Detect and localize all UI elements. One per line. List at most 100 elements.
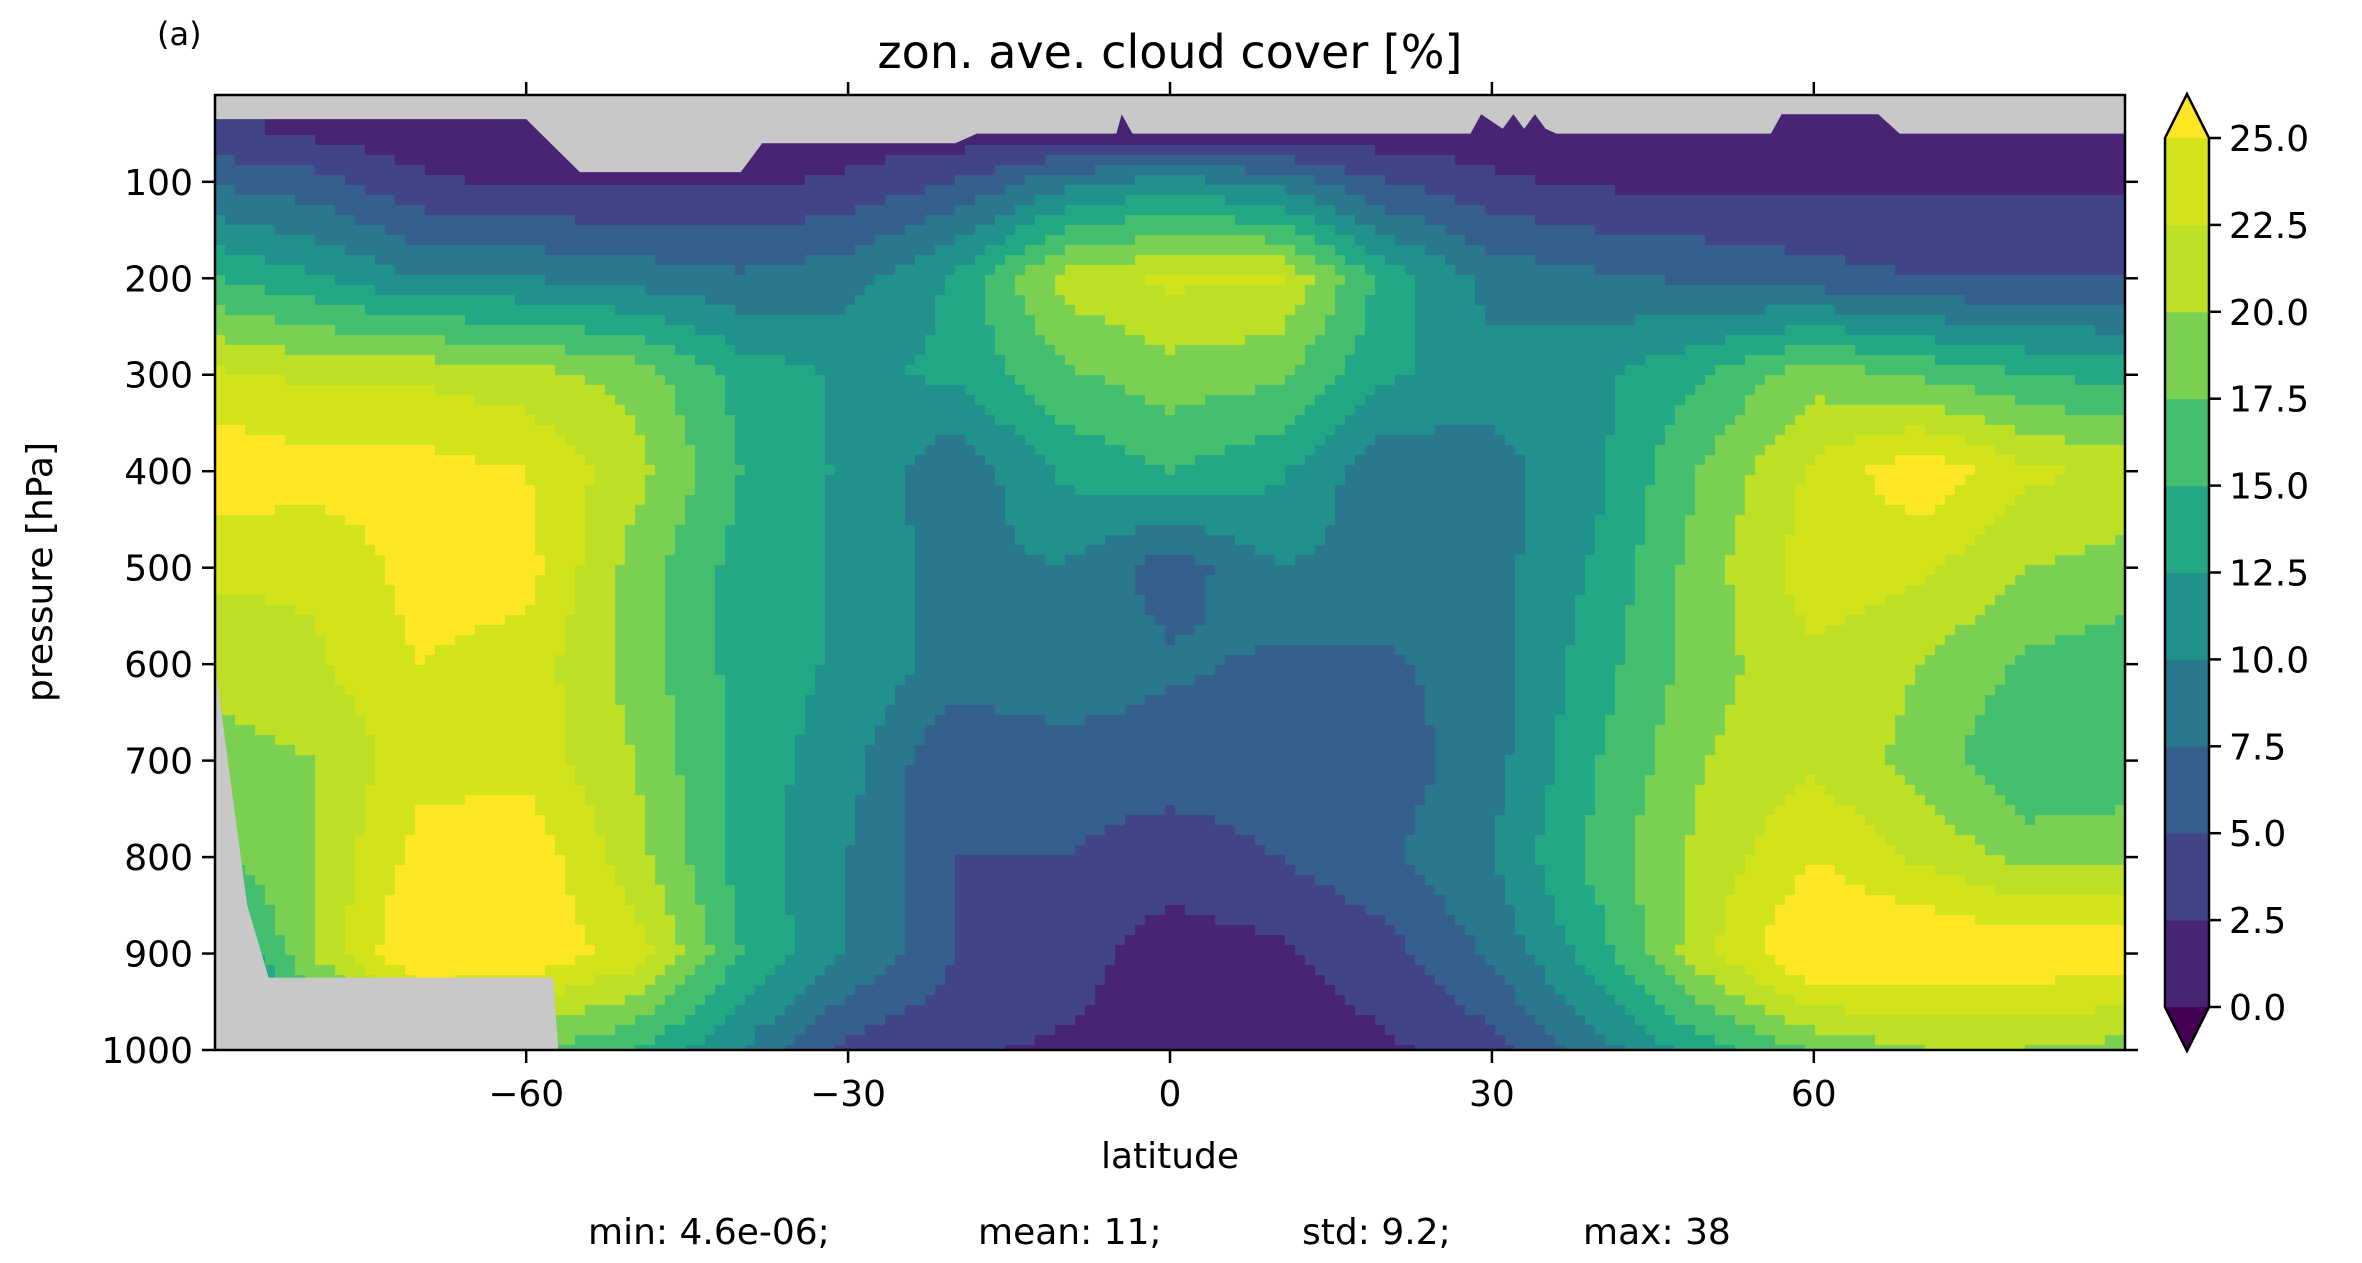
contour-cell xyxy=(1825,215,1836,226)
contour-cell xyxy=(265,135,276,146)
contour-cell xyxy=(1595,255,1606,266)
contour-cell xyxy=(1985,335,1996,346)
contour-cell xyxy=(1685,285,1696,296)
contour-cell xyxy=(295,275,306,286)
contour-cell xyxy=(1585,205,1596,216)
contour-cell xyxy=(1125,295,1136,306)
contour-cell xyxy=(765,255,776,266)
contour-cell xyxy=(1425,335,1436,346)
contour-cell xyxy=(465,355,476,366)
contour-cell xyxy=(1825,245,1836,256)
contour-cell xyxy=(975,245,986,256)
contour-cell xyxy=(345,155,356,166)
contour-cell xyxy=(2045,175,2056,186)
contour-cell xyxy=(1555,135,1566,146)
contour-cell xyxy=(1115,115,1126,126)
contour-cell xyxy=(925,205,936,216)
contour-cell xyxy=(395,295,406,306)
contour-cell xyxy=(495,305,506,316)
contour-cell xyxy=(285,175,296,186)
contour-cell xyxy=(1205,345,1216,356)
contour-cell xyxy=(645,195,656,206)
contour-cell xyxy=(575,325,586,336)
contour-cell xyxy=(2005,255,2016,266)
contour-cell xyxy=(515,305,526,316)
contour-cell xyxy=(1705,295,1716,306)
contour-cell xyxy=(1955,175,1966,186)
contour-cell xyxy=(585,215,596,226)
contour-cell xyxy=(985,215,996,226)
contour-cell xyxy=(1995,345,2006,356)
contour-cell xyxy=(1375,215,1386,226)
contour-cell xyxy=(865,275,876,286)
contour-cell xyxy=(1005,345,1016,356)
contour-cell xyxy=(1735,335,1746,346)
contour-cell xyxy=(1715,185,1726,196)
contour-cell xyxy=(735,265,746,276)
contour-cell xyxy=(1545,205,1556,216)
contour-cell xyxy=(1515,195,1526,206)
contour-cell xyxy=(2095,145,2106,156)
contour-cell xyxy=(1225,155,1236,166)
contour-cell xyxy=(1735,255,1746,266)
contour-cell xyxy=(2115,255,2125,266)
contour-cell xyxy=(425,225,436,236)
contour-cell xyxy=(1885,245,1896,256)
contour-cell xyxy=(925,235,936,246)
contour-cell xyxy=(265,215,276,226)
contour-cell xyxy=(2045,235,2056,246)
contour-cell xyxy=(1625,305,1636,316)
contour-cell xyxy=(1745,235,1756,246)
contour-cell xyxy=(1865,125,1876,136)
contour-cell xyxy=(1625,275,1636,286)
contour-cell xyxy=(845,345,856,356)
contour-cell xyxy=(555,305,566,316)
contour-cell xyxy=(1485,145,1496,156)
contour-cell xyxy=(755,295,766,306)
contour-cell xyxy=(805,225,816,236)
contour-cell xyxy=(1895,305,1906,316)
contour-cell xyxy=(1785,225,1796,236)
contour-cell xyxy=(465,255,476,266)
contour-cell xyxy=(755,305,766,316)
contour-cell xyxy=(2075,325,2086,336)
contour-cell xyxy=(855,335,866,346)
contour-cell xyxy=(865,345,876,356)
contour-cell xyxy=(1095,295,1106,306)
contour-cell xyxy=(1595,335,1606,346)
contour-cell xyxy=(1025,135,1036,146)
contour-cell xyxy=(1525,225,1536,236)
contour-cell xyxy=(215,225,226,236)
contour-cell xyxy=(1235,335,1246,346)
contour-cell xyxy=(1525,345,1536,356)
contour-cell xyxy=(1665,335,1676,346)
contour-cell xyxy=(1185,275,1196,286)
contour-cell xyxy=(1205,275,1216,286)
contour-cell xyxy=(325,295,336,306)
contour-cell xyxy=(775,275,786,286)
contour-cell xyxy=(885,215,896,226)
contour-cell xyxy=(305,155,316,166)
contour-cell xyxy=(995,195,1006,206)
contour-cell xyxy=(1815,325,1826,336)
contour-cell xyxy=(325,205,336,216)
contour-cell xyxy=(1125,255,1136,266)
contour-cell xyxy=(1535,145,1546,156)
contour-cell xyxy=(1815,285,1826,296)
contour-cell xyxy=(2105,185,2116,196)
contour-cell xyxy=(485,335,496,346)
contour-cell xyxy=(915,245,926,256)
contour-cell xyxy=(945,195,956,206)
contour-cell xyxy=(1395,315,1406,326)
contour-cell xyxy=(815,245,826,256)
contour-cell xyxy=(1415,345,1426,356)
contour-cell xyxy=(1585,255,1596,266)
contour-cell xyxy=(385,135,396,146)
contour-cell xyxy=(1435,265,1446,276)
contour-cell xyxy=(2095,185,2106,196)
contour-cell xyxy=(1825,195,1836,206)
contour-cell xyxy=(1365,205,1376,216)
contour-cell xyxy=(485,205,496,216)
contour-cell xyxy=(1165,275,1176,286)
contour-cell xyxy=(2095,155,2106,166)
